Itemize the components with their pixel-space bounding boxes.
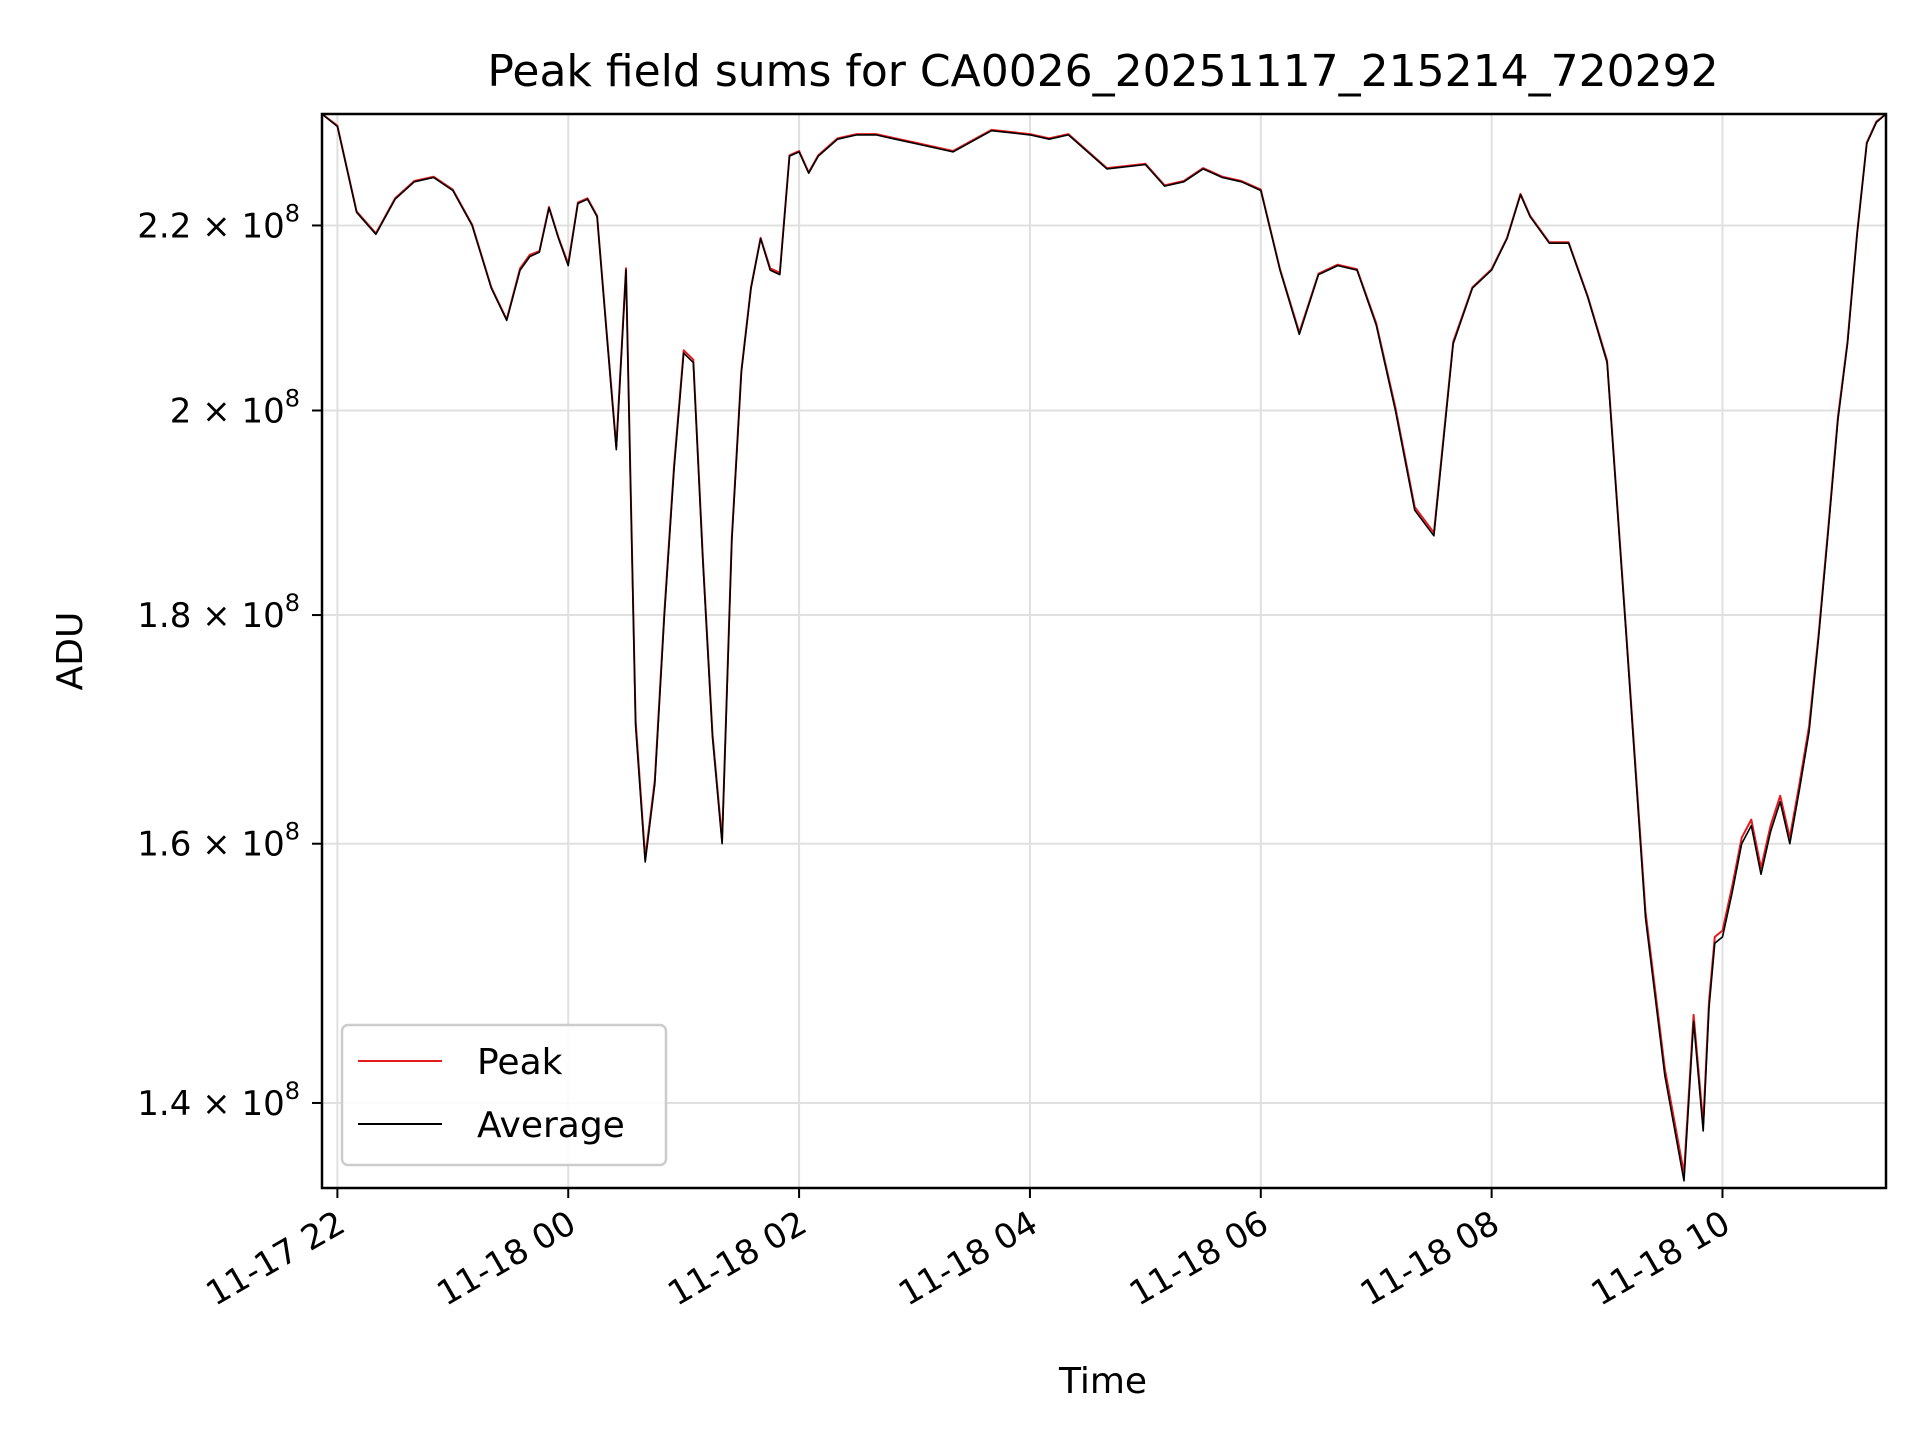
y-tick-label: 2 × 108 bbox=[170, 384, 300, 431]
series-line-average bbox=[321, 113, 1887, 1182]
x-axis-label: Time bbox=[1058, 1361, 1147, 1402]
series-layer bbox=[321, 113, 1887, 1182]
plot-frame bbox=[320, 112, 1888, 1190]
x-tick-label: 11-18 04 bbox=[892, 1203, 1044, 1314]
x-tick-label: 11-18 08 bbox=[1354, 1203, 1506, 1314]
x-tick-label: 11-18 06 bbox=[1123, 1203, 1275, 1314]
x-tick-label: 11-18 10 bbox=[1585, 1203, 1737, 1314]
legend-label-peak: Peak bbox=[477, 1042, 563, 1083]
legend-label-average: Average bbox=[477, 1105, 625, 1146]
legend: Peak Average bbox=[340, 1023, 668, 1167]
series-line-peak bbox=[321, 113, 1887, 1175]
y-tick-label: 1.8 × 108 bbox=[137, 589, 300, 636]
chart-title: Peak field sums for CA0026_20251117_2152… bbox=[487, 46, 1718, 97]
x-tick-label: 11-18 02 bbox=[661, 1203, 813, 1314]
y-tick-label: 1.4 × 108 bbox=[137, 1077, 300, 1124]
y-axis: 1.4 × 108 1.6 × 108 1.8 × 108 2 × 108 2.2 × … bbox=[137, 199, 322, 1124]
y-tick-label: 2.2 × 108 bbox=[137, 199, 300, 246]
y-tick-label: 1.6 × 108 bbox=[137, 818, 300, 865]
y-axis-label: ADU bbox=[50, 612, 91, 691]
x-tick-label: 11-17 22 bbox=[199, 1203, 351, 1314]
x-tick-label: 11-18 00 bbox=[430, 1203, 582, 1314]
x-axis: 11-17 22 11-18 00 11-18 02 11-18 04 11-18 06… bbox=[199, 1188, 1737, 1314]
